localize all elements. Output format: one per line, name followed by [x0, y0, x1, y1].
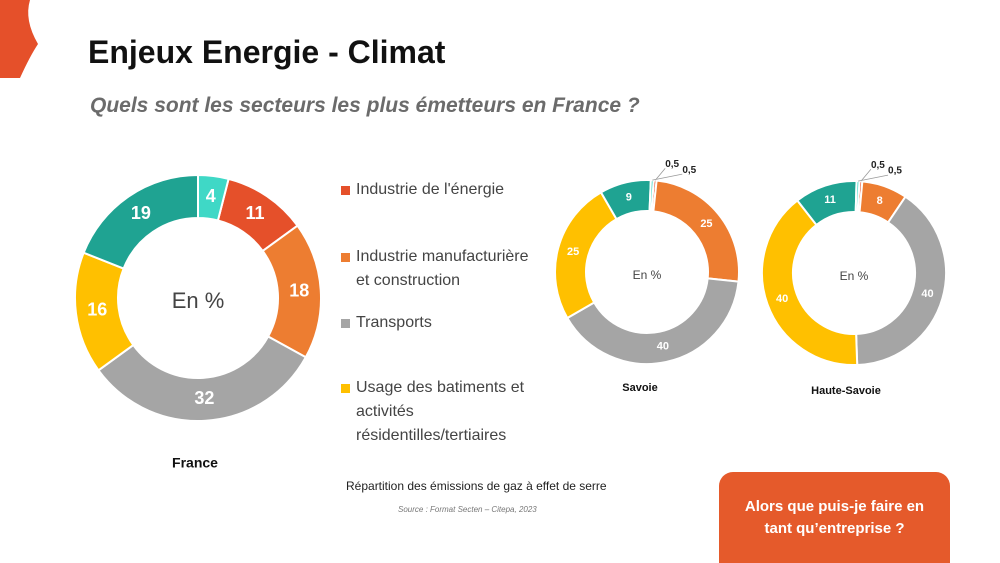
value-label: 32 — [194, 388, 214, 408]
donut-slice — [197, 173, 230, 222]
donut-slice — [554, 190, 618, 320]
leader-line — [654, 168, 666, 181]
value-label: 0,5 — [682, 165, 696, 176]
leader-line — [652, 173, 683, 181]
value-label: 40 — [776, 293, 788, 305]
donut-slice — [761, 199, 859, 366]
legend-item: Industrie de l'énergie — [341, 178, 541, 202]
chart-title: Haute-Savoie — [811, 385, 881, 397]
value-label: 40 — [921, 288, 933, 300]
value-label: 0,5 — [665, 159, 679, 170]
value-label: 25 — [567, 246, 579, 258]
donut-slice — [565, 277, 740, 365]
leader-line — [857, 174, 889, 182]
donut-slice — [854, 180, 861, 214]
legend-item: Usage des batiments et activités résiden… — [341, 376, 541, 448]
legend-swatch — [341, 384, 350, 393]
value-label: 25 — [700, 218, 712, 230]
donut-slice — [855, 195, 947, 366]
value-label: 16 — [87, 299, 107, 319]
legend-swatch — [341, 319, 350, 328]
cta-button[interactable]: Alors que puis-je faire en tant qu’entre… — [719, 472, 950, 563]
donut-slice — [652, 179, 740, 283]
center-label: En % — [633, 268, 662, 282]
slide-subtitle: Quels sont les secteurs les plus émetteu… — [90, 94, 640, 117]
value-label: 9 — [626, 192, 632, 204]
value-label: 11 — [824, 194, 836, 206]
donut-slice — [97, 335, 308, 422]
legend-item: Industrie manufacturière et construction — [341, 245, 541, 293]
value-label: 8 — [877, 195, 883, 207]
value-label: 40 — [657, 341, 669, 353]
chart-title: France — [172, 455, 218, 471]
value-label: 0,5 — [888, 166, 902, 177]
donut-slice — [648, 179, 655, 213]
legend-label: Usage des batiments et activités résiden… — [356, 379, 525, 444]
legend-label: Industrie manufacturière et construction — [356, 248, 529, 289]
legend-swatch — [341, 253, 350, 262]
source: Source : Format Secten – Citepa, 2023 — [398, 505, 537, 514]
value-label: 19 — [131, 203, 151, 223]
chart-title: Savoie — [622, 382, 657, 394]
legend-label: Transports — [356, 314, 432, 331]
logo-shape — [0, 0, 38, 78]
legend-item: Transports — [341, 311, 541, 335]
value-label: 11 — [246, 203, 265, 223]
center-label: En % — [840, 269, 869, 283]
slide-title: Enjeux Energie - Climat — [88, 34, 446, 70]
value-label: 4 — [206, 186, 216, 206]
caption: Répartition des émissions de gaz à effet… — [346, 479, 607, 493]
value-label: 18 — [289, 280, 309, 300]
leader-line — [860, 169, 872, 182]
center-label: En % — [172, 288, 225, 313]
value-label: 0,5 — [871, 160, 885, 171]
cta-text: Alors que puis-je faire en tant qu’entre… — [744, 497, 925, 537]
legend-swatch — [341, 186, 350, 195]
legend-label: Industrie de l'énergie — [356, 181, 505, 198]
